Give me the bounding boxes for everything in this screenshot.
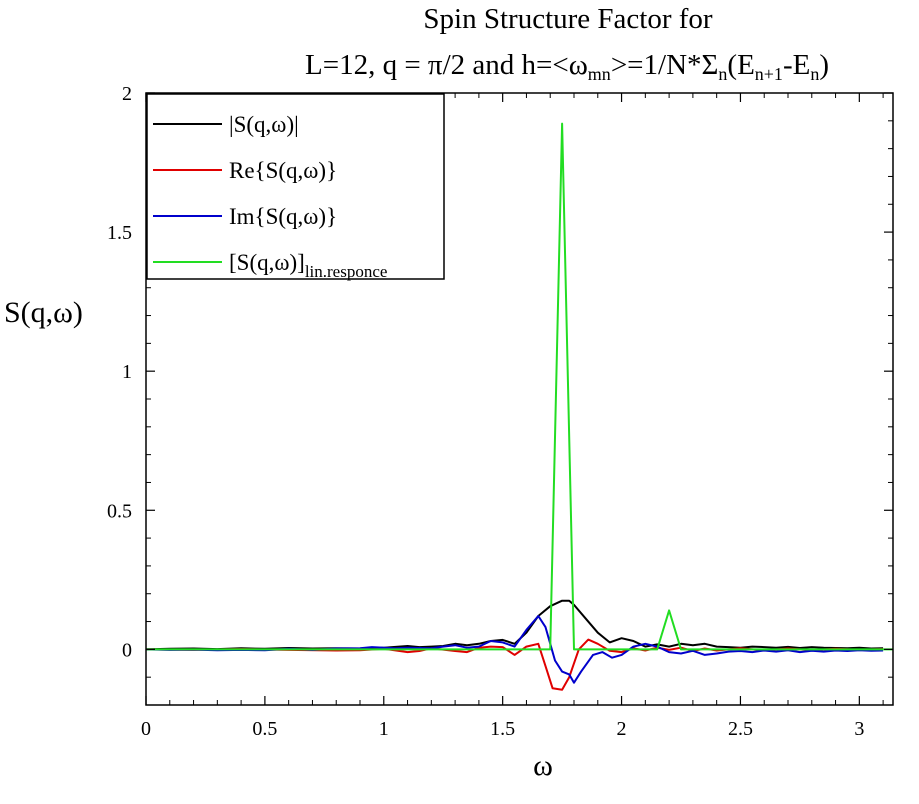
- legend-label-2: Im{S(q,ω)}: [229, 204, 337, 229]
- x-tick-label: 1.5: [490, 718, 515, 740]
- x-axis-title: ω: [533, 749, 553, 782]
- x-tick-label: 0: [141, 718, 151, 740]
- chart-title-line1: Spin Structure Factor for: [423, 3, 712, 35]
- x-tick-label: 3: [854, 718, 864, 740]
- legend-label-0: |S(q,ω)|: [229, 112, 299, 137]
- y-tick-label: 1.5: [107, 222, 132, 244]
- legend-label-1: Re{S(q,ω)}: [229, 158, 337, 183]
- plot-area: 0 0.5 1 1.5 2 2.5 3 0 0.5 1 1.5 2: [107, 83, 894, 740]
- series-group: [146, 122, 893, 691]
- x-tick-label: 2.5: [728, 718, 753, 740]
- x-tick-label: 1: [379, 718, 389, 740]
- y-tick-label: 1: [122, 361, 132, 383]
- y-tick-label: 0.5: [107, 500, 132, 522]
- legend-label-3: [S(q,ω)]lin.responce: [229, 250, 387, 281]
- x-tick-label: 0.5: [252, 718, 277, 740]
- series-line-3: [146, 122, 893, 651]
- y-tick-label: 2: [122, 83, 132, 105]
- series-line-2: [146, 615, 884, 684]
- x-tick-label: 2: [617, 718, 627, 740]
- y-axis-title: S(q,ω): [4, 296, 83, 329]
- legend: |S(q,ω)| Re{S(q,ω)} Im{S(q,ω)} [S(q,ω)]lin.…: [146, 93, 445, 281]
- y-tick-label: 0: [122, 639, 132, 661]
- chart-title-line2: L=12, q = π/2 and h=<ωmn>=1/N*Σn(En+1-En…: [305, 49, 829, 84]
